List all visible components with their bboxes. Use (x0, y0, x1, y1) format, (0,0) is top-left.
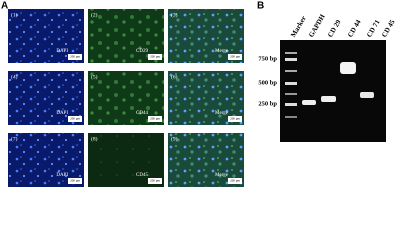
band (360, 92, 374, 98)
image-number: (4) (11, 73, 18, 80)
lane-label: CD 71 (365, 18, 382, 39)
scale-label: 200 μm (150, 55, 160, 59)
lane-label: Marker (289, 15, 308, 39)
panel-label: A (1, 1, 8, 12)
lane-label: CD 29 (326, 18, 343, 39)
scale-box (68, 54, 82, 60)
stain-label: DAPI (56, 173, 68, 178)
image-number: (7) (11, 135, 18, 142)
lane-label: GAPDH (307, 12, 327, 38)
scale-box (228, 54, 242, 60)
size-label: 250 bp (258, 100, 277, 107)
gel-bands (285, 52, 374, 118)
scale-box (228, 178, 242, 184)
scale-label: 200 μm (230, 179, 240, 183)
band (285, 93, 297, 95)
scale-label: 200 μm (70, 117, 80, 121)
scale-label: 200 μm (150, 179, 160, 183)
stain-label: Merge (215, 111, 229, 116)
scale-label: 200 μm (70, 55, 80, 59)
band (285, 116, 297, 118)
stain-label: CD29 (136, 49, 148, 54)
band (285, 52, 297, 54)
band (321, 96, 336, 102)
image-number: (1) (11, 11, 18, 18)
panel-label: B (257, 1, 264, 12)
size-label: 500 bp (258, 79, 277, 86)
scale-box (148, 178, 162, 184)
stain-label: Merge (215, 49, 229, 54)
scale-label: 200 μm (230, 117, 240, 121)
size-label: 750 bp (258, 55, 277, 62)
gel (280, 40, 386, 142)
scale-box (228, 116, 242, 122)
image-number: (3) (171, 11, 178, 18)
stain-label: DAPI (56, 49, 68, 54)
image-number: (6) (171, 73, 178, 80)
scale-label: 200 μm (230, 55, 240, 59)
stain-label: CD45 (136, 173, 148, 178)
scale-label: 200 μm (150, 117, 160, 121)
lane-label: CD 45 (380, 18, 397, 39)
band (285, 103, 297, 106)
scale-box (148, 54, 162, 60)
band (302, 100, 316, 105)
band (285, 82, 297, 85)
stain-label: Merge (215, 173, 229, 178)
scale-label: 200 μm (70, 179, 80, 183)
image-number: (5) (91, 73, 98, 80)
lane-label: CD 44 (346, 18, 363, 39)
stain-label: CD44 (136, 111, 148, 116)
image-number: (8) (91, 135, 98, 142)
image-number: (9) (171, 135, 178, 142)
band (340, 62, 356, 74)
stain-label: DAPI (56, 111, 68, 116)
image-number: (2) (91, 11, 98, 18)
band (285, 70, 297, 72)
scale-box (68, 178, 82, 184)
scale-box (68, 116, 82, 122)
band (285, 58, 297, 61)
scale-box (148, 116, 162, 122)
